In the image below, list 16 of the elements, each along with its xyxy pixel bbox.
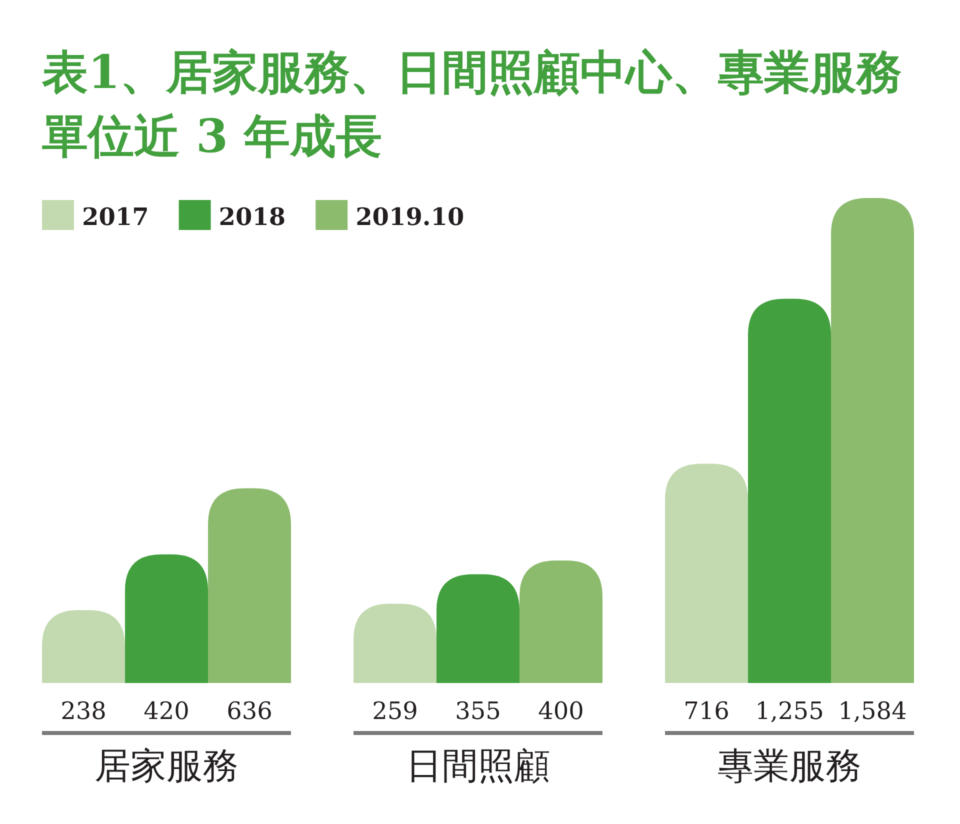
data-label: 1,584 <box>838 697 907 725</box>
legend-label: 2018 <box>218 202 286 231</box>
data-label: 259 <box>372 697 418 725</box>
data-label: 716 <box>684 697 730 725</box>
x-tick-label: 日間照顧 <box>406 746 550 787</box>
data-label: 636 <box>226 697 272 725</box>
data-label: 238 <box>60 697 106 725</box>
data-label: 400 <box>538 697 584 725</box>
title: 表1、居家服務、日間照顧中心、專業服務單位近 3 年成長 <box>42 44 904 165</box>
x-tick-label: 專業服務 <box>718 746 862 787</box>
data-label: 420 <box>144 697 190 725</box>
data-label: 355 <box>455 697 501 725</box>
data-label: 1,255 <box>755 697 824 725</box>
legend-label: 2017 <box>82 202 149 231</box>
x-tick-label: 居家服務 <box>94 746 238 787</box>
legend-label: 2019.10 <box>356 202 464 231</box>
